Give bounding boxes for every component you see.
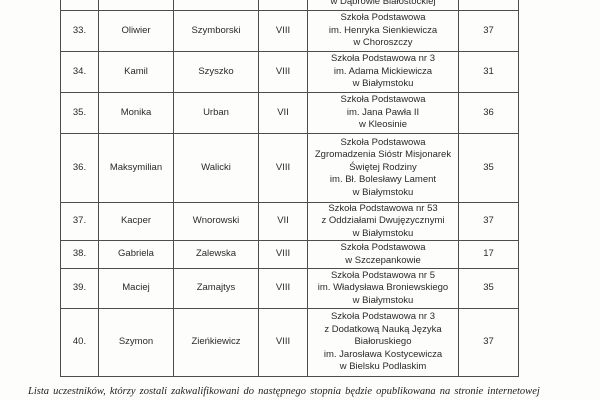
cell-points: 17 [483,248,494,260]
cell-surname: Zalewska [174,241,259,268]
cell-first-name: Maksymilian [99,134,174,202]
cell-number: 33. [61,11,99,51]
cell-points [459,0,518,10]
cell-number: 35. [61,93,99,133]
table-row: 33. Oliwier Szymborski VIII Szkoła Podst… [61,11,518,52]
cell-number: 39. [61,269,99,308]
cell-points: 31 [483,65,494,77]
cell-class: VIII [259,11,308,51]
cell-first-name: Kacper [99,203,174,240]
cell-points: 37 [483,336,494,348]
cell-class: VIII [259,241,308,268]
cell-school: Szkoła Podstawowa nr 53 z Oddziałami Dwu… [308,203,459,240]
cell-first-name: Szymon [99,309,174,376]
cell-number: 38. [61,241,99,268]
cell-points: 37 [483,215,494,227]
cell-number: 40. [61,309,99,376]
cell-class [259,0,308,10]
cell-number: 34. [61,52,99,92]
cell-class: VIII [259,269,308,308]
cell-first-name: Monika [99,93,174,133]
cell-class: VIII [259,134,308,202]
cell-first-name: Gabriela [99,241,174,268]
cell-number [61,0,99,10]
cell-surname: Szymborski [174,11,259,51]
table-row: 37. Kacper Wnorowski VII Szkoła Podstawo… [61,203,518,241]
cell-number: 36. [61,134,99,202]
footer-note: Lista uczestników, którzy zostali zakwal… [28,386,540,397]
cell-school: Szkoła Podstawowa nr 3 z Dodatkową Nauką… [308,309,459,376]
cell-surname [174,0,259,10]
cell-first-name [99,0,174,10]
cell-class: VIII [259,52,308,92]
cell-school: Szkoła Podstawowa im. Jana Pawła II w Kl… [308,93,459,133]
table-row: 39. Maciej Zamajtys VIII Szkoła Podstawo… [61,269,518,309]
table-row-partial: w Dąbrowie Białostockiej [61,0,518,11]
cell-number: 37. [61,203,99,240]
cell-surname: Szyszko [174,52,259,92]
cell-points: 35 [483,282,494,294]
cell-points: 35 [483,161,494,173]
cell-surname: Zieńkiewicz [174,309,259,376]
cell-surname: Wnorowski [174,203,259,240]
cell-school: w Dąbrowie Białostockiej [308,0,459,10]
cell-school: Szkoła Podstawowa nr 5 im. Władysława Br… [308,269,459,308]
cell-school: Szkoła Podstawowa Zgromadzenia Sióstr Mi… [308,134,459,202]
table-row: 35. Monika Urban VII Szkoła Podstawowa i… [61,93,518,134]
cell-surname: Walicki [174,134,259,202]
table-row: 38. Gabriela Zalewska VIII Szkoła Podsta… [61,241,518,269]
cell-first-name: Maciej [99,269,174,308]
cell-school: Szkoła Podstawowa nr 3 im. Adama Mickiew… [308,52,459,92]
cell-class: VIII [259,309,308,376]
cell-surname: Zamajtys [174,269,259,308]
cell-surname: Urban [174,93,259,133]
cell-school: Szkoła Podstawowa im. Henryka Sienkiewic… [308,11,459,51]
cell-first-name: Kamil [99,52,174,92]
cell-points: 37 [483,24,494,36]
table-row: 40. Szymon Zieńkiewicz VIII Szkoła Podst… [61,309,518,376]
cell-first-name: Oliwier [99,11,174,51]
table-row: 36. Maksymilian Walicki VIII Szkoła Pods… [61,134,518,203]
cell-school: Szkoła Podstawowa w Szczepankowie [308,241,459,268]
table-row: 34. Kamil Szyszko VIII Szkoła Podstawowa… [61,52,518,93]
cell-class: VII [259,93,308,133]
cell-class: VII [259,203,308,240]
cell-points: 36 [483,106,494,118]
participants-table: w Dąbrowie Białostockiej 33. Oliwier Szy… [60,0,519,377]
